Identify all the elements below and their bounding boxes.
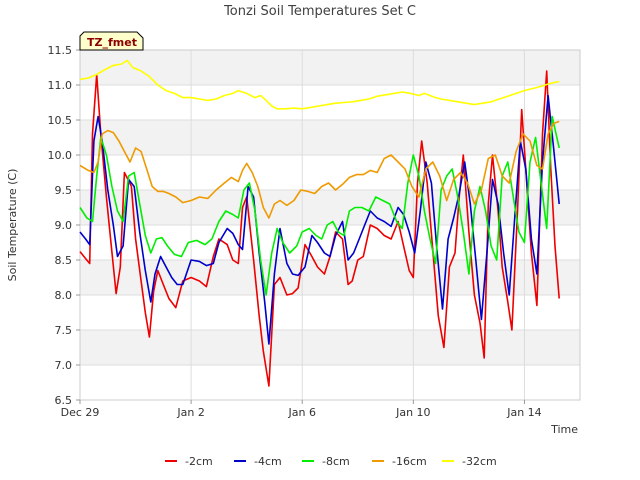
legend-label: -32cm bbox=[462, 455, 497, 468]
y-axis-ticks: 6.5 7.0 7.5 8.0 8.5 9.0 9.5 10.0 10.5 11.0 11.5 bbox=[48, 44, 80, 407]
y-tick-label: 9.5 bbox=[55, 184, 73, 197]
plot-band bbox=[80, 120, 580, 155]
legend: -2cm -4cm -8cm -16cm -32cm bbox=[165, 455, 497, 468]
y-tick-label: 7.5 bbox=[55, 324, 73, 337]
y-tick-label: 7.0 bbox=[55, 359, 73, 372]
plot-band bbox=[80, 50, 580, 85]
plot-band bbox=[80, 260, 580, 295]
series-line-32cm bbox=[79, 59, 560, 110]
x-tick-label: Jan 2 bbox=[176, 406, 204, 419]
legend-label: -2cm bbox=[185, 455, 213, 468]
y-tick-label: 10.5 bbox=[48, 114, 73, 127]
chart-title: Tonzi Soil Temperatures Set C bbox=[223, 4, 416, 19]
legend-label: -8cm bbox=[322, 455, 350, 468]
y-tick-label: 6.5 bbox=[55, 394, 73, 407]
y-tick-label: 11.5 bbox=[48, 44, 73, 57]
series-line-8cm bbox=[79, 115, 560, 296]
y-tick-label: 8.5 bbox=[55, 254, 73, 267]
x-axis-ticks: Dec 29 Jan 2 Jan 6 Jan 10 Jan 14 bbox=[61, 400, 542, 419]
y-tick-label: 9.0 bbox=[55, 219, 73, 232]
badge-box bbox=[79, 31, 144, 51]
site-badge: TZ_fmet bbox=[79, 31, 144, 51]
x-tick-label: Jan 10 bbox=[395, 406, 430, 419]
y-tick-label: 8.0 bbox=[55, 289, 73, 302]
series-line-4cm bbox=[79, 94, 560, 345]
y-axis-label: Soil Temperature (C) bbox=[6, 169, 19, 282]
y-tick-label: 11.0 bbox=[48, 79, 73, 92]
plot-band bbox=[80, 190, 580, 225]
x-tick-label: Jan 6 bbox=[287, 406, 315, 419]
y-tick-label: 10.0 bbox=[48, 149, 73, 162]
series-lines bbox=[79, 59, 560, 387]
x-axis-label: Time bbox=[550, 423, 578, 436]
badge-label: TZ_fmet bbox=[87, 36, 137, 49]
plot-band bbox=[80, 330, 580, 365]
legend-label: -16cm bbox=[392, 455, 427, 468]
series-line-2cm bbox=[79, 70, 560, 387]
series-line-16cm bbox=[79, 120, 560, 219]
legend-label: -4cm bbox=[254, 455, 282, 468]
x-tick-label: Dec 29 bbox=[61, 406, 100, 419]
x-tick-label: Jan 14 bbox=[506, 406, 541, 419]
